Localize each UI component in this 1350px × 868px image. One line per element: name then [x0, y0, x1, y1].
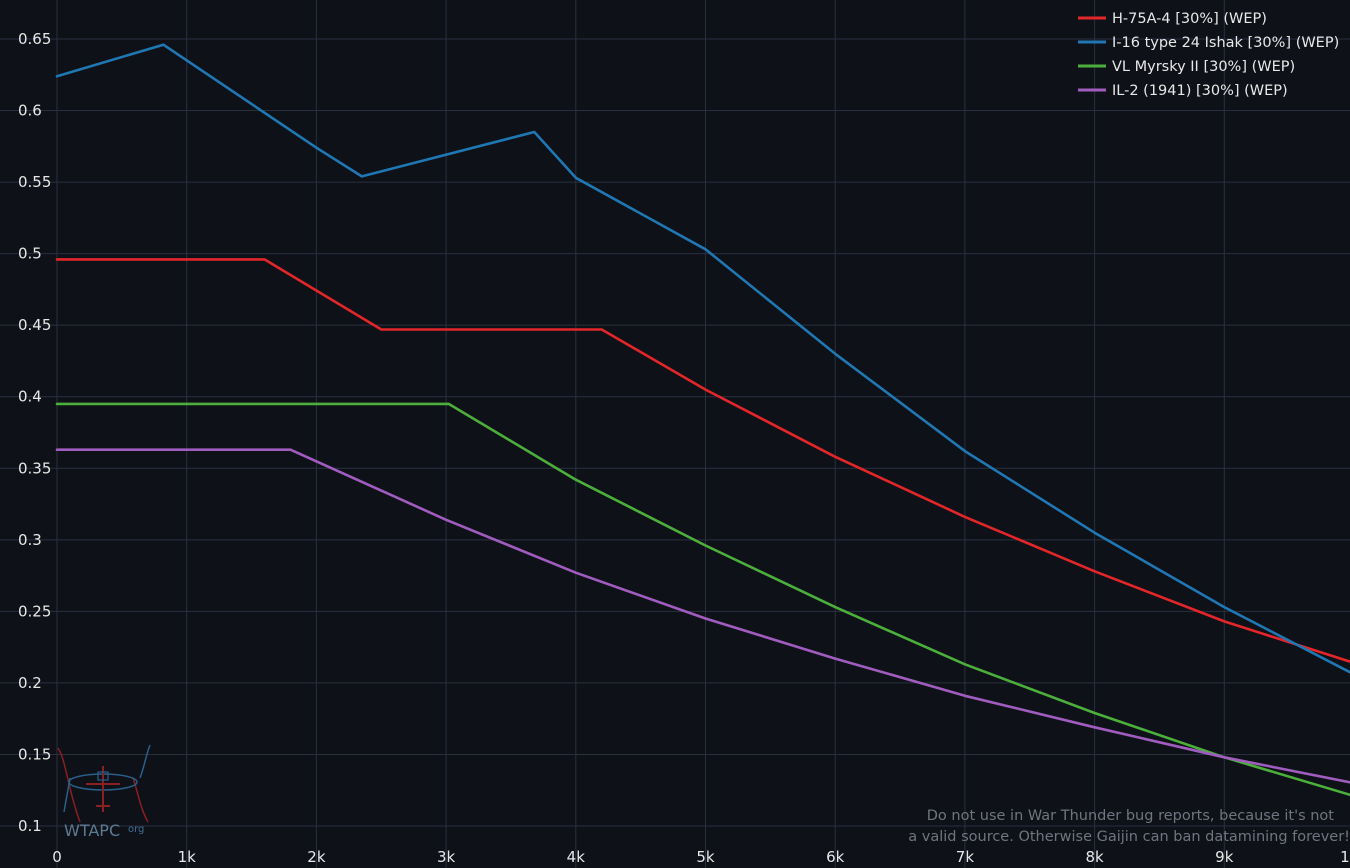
disclaimer-line-2: a valid source. Otherwise Gaijin can ban… [908, 829, 1350, 845]
x-tick-label-7: 7k [956, 848, 975, 866]
series-line-1 [55, 43, 1350, 674]
y-tick-label-11: 0.65 [18, 30, 51, 48]
series-line-2 [55, 402, 1350, 797]
logo-wing-red [57, 747, 81, 823]
legend-label-1: I-16 type 24 Ishak [30%] (WEP) [1112, 35, 1339, 51]
y-axis-ticks: 0.1 0.15 0.2 0.25 0.3 0.35 0.4 0.45 0.5 0.55 0.6 0.… [18, 30, 51, 835]
y-tick-label-1: 0.15 [18, 745, 51, 763]
series-line-3 [55, 448, 1350, 784]
y-tick-label-4: 0.3 [18, 531, 42, 549]
legend: H-75A-4 [30%] (WEP) I-16 type 24 Ishak [3… [1078, 11, 1339, 99]
legend-label-3: IL-2 (1941) [30%] (WEP) [1112, 83, 1288, 99]
y-tick-label-6: 0.4 [18, 388, 42, 406]
x-tick-label-3: 3k [437, 848, 456, 866]
x-tick-label-5: 5k [696, 848, 715, 866]
series-line-0 [55, 258, 1350, 663]
x-tick-label-1: 1k [178, 848, 197, 866]
y-tick-label-9: 0.55 [18, 173, 51, 191]
logo-wing-red-2 [132, 777, 149, 823]
x-tick-label-6: 6k [826, 848, 845, 866]
x-tick-label-4: 4k [567, 848, 586, 866]
watermark-sup: org [128, 824, 144, 835]
logo-wing-blue [139, 744, 151, 779]
legend-label-0: H-75A-4 [30%] (WEP) [1112, 11, 1267, 27]
legend-item-1[interactable]: I-16 type 24 Ishak [30%] (WEP) [1078, 35, 1339, 51]
legend-item-0[interactable]: H-75A-4 [30%] (WEP) [1078, 11, 1267, 27]
y-tick-label-7: 0.45 [18, 316, 51, 334]
legend-item-2[interactable]: VL Myrsky II [30%] (WEP) [1078, 59, 1295, 75]
x-tick-label-10: 10k [1340, 848, 1350, 866]
watermark-text: WTAPC [64, 821, 120, 840]
series-lines [55, 43, 1350, 797]
x-tick-label-0: 0 [52, 848, 62, 866]
y-tick-label-3: 0.25 [18, 602, 51, 620]
x-tick-label-9: 9k [1215, 848, 1234, 866]
wtapc-logo: WTAPC org [57, 744, 151, 840]
disclaimer-line-1: Do not use in War Thunder bug reports, b… [927, 808, 1335, 824]
legend-label-2: VL Myrsky II [30%] (WEP) [1112, 59, 1295, 75]
x-tick-label-8: 8k [1085, 848, 1104, 866]
y-tick-label-8: 0.5 [18, 245, 42, 263]
legend-item-3[interactable]: IL-2 (1941) [30%] (WEP) [1078, 83, 1288, 99]
x-tick-label-2: 2k [307, 848, 326, 866]
y-tick-label-10: 0.6 [18, 102, 42, 120]
y-tick-label-5: 0.35 [18, 459, 51, 477]
x-axis-ticks: 0 1k 2k 3k 4k 5k 6k 7k 8k 9k 10k [52, 848, 1350, 866]
y-tick-label-0: 0.1 [18, 817, 42, 835]
disclaimer: Do not use in War Thunder bug reports, b… [908, 808, 1350, 845]
plane-icon [86, 766, 120, 812]
y-tick-label-2: 0.2 [18, 674, 42, 692]
plane-canopy [97, 771, 109, 781]
